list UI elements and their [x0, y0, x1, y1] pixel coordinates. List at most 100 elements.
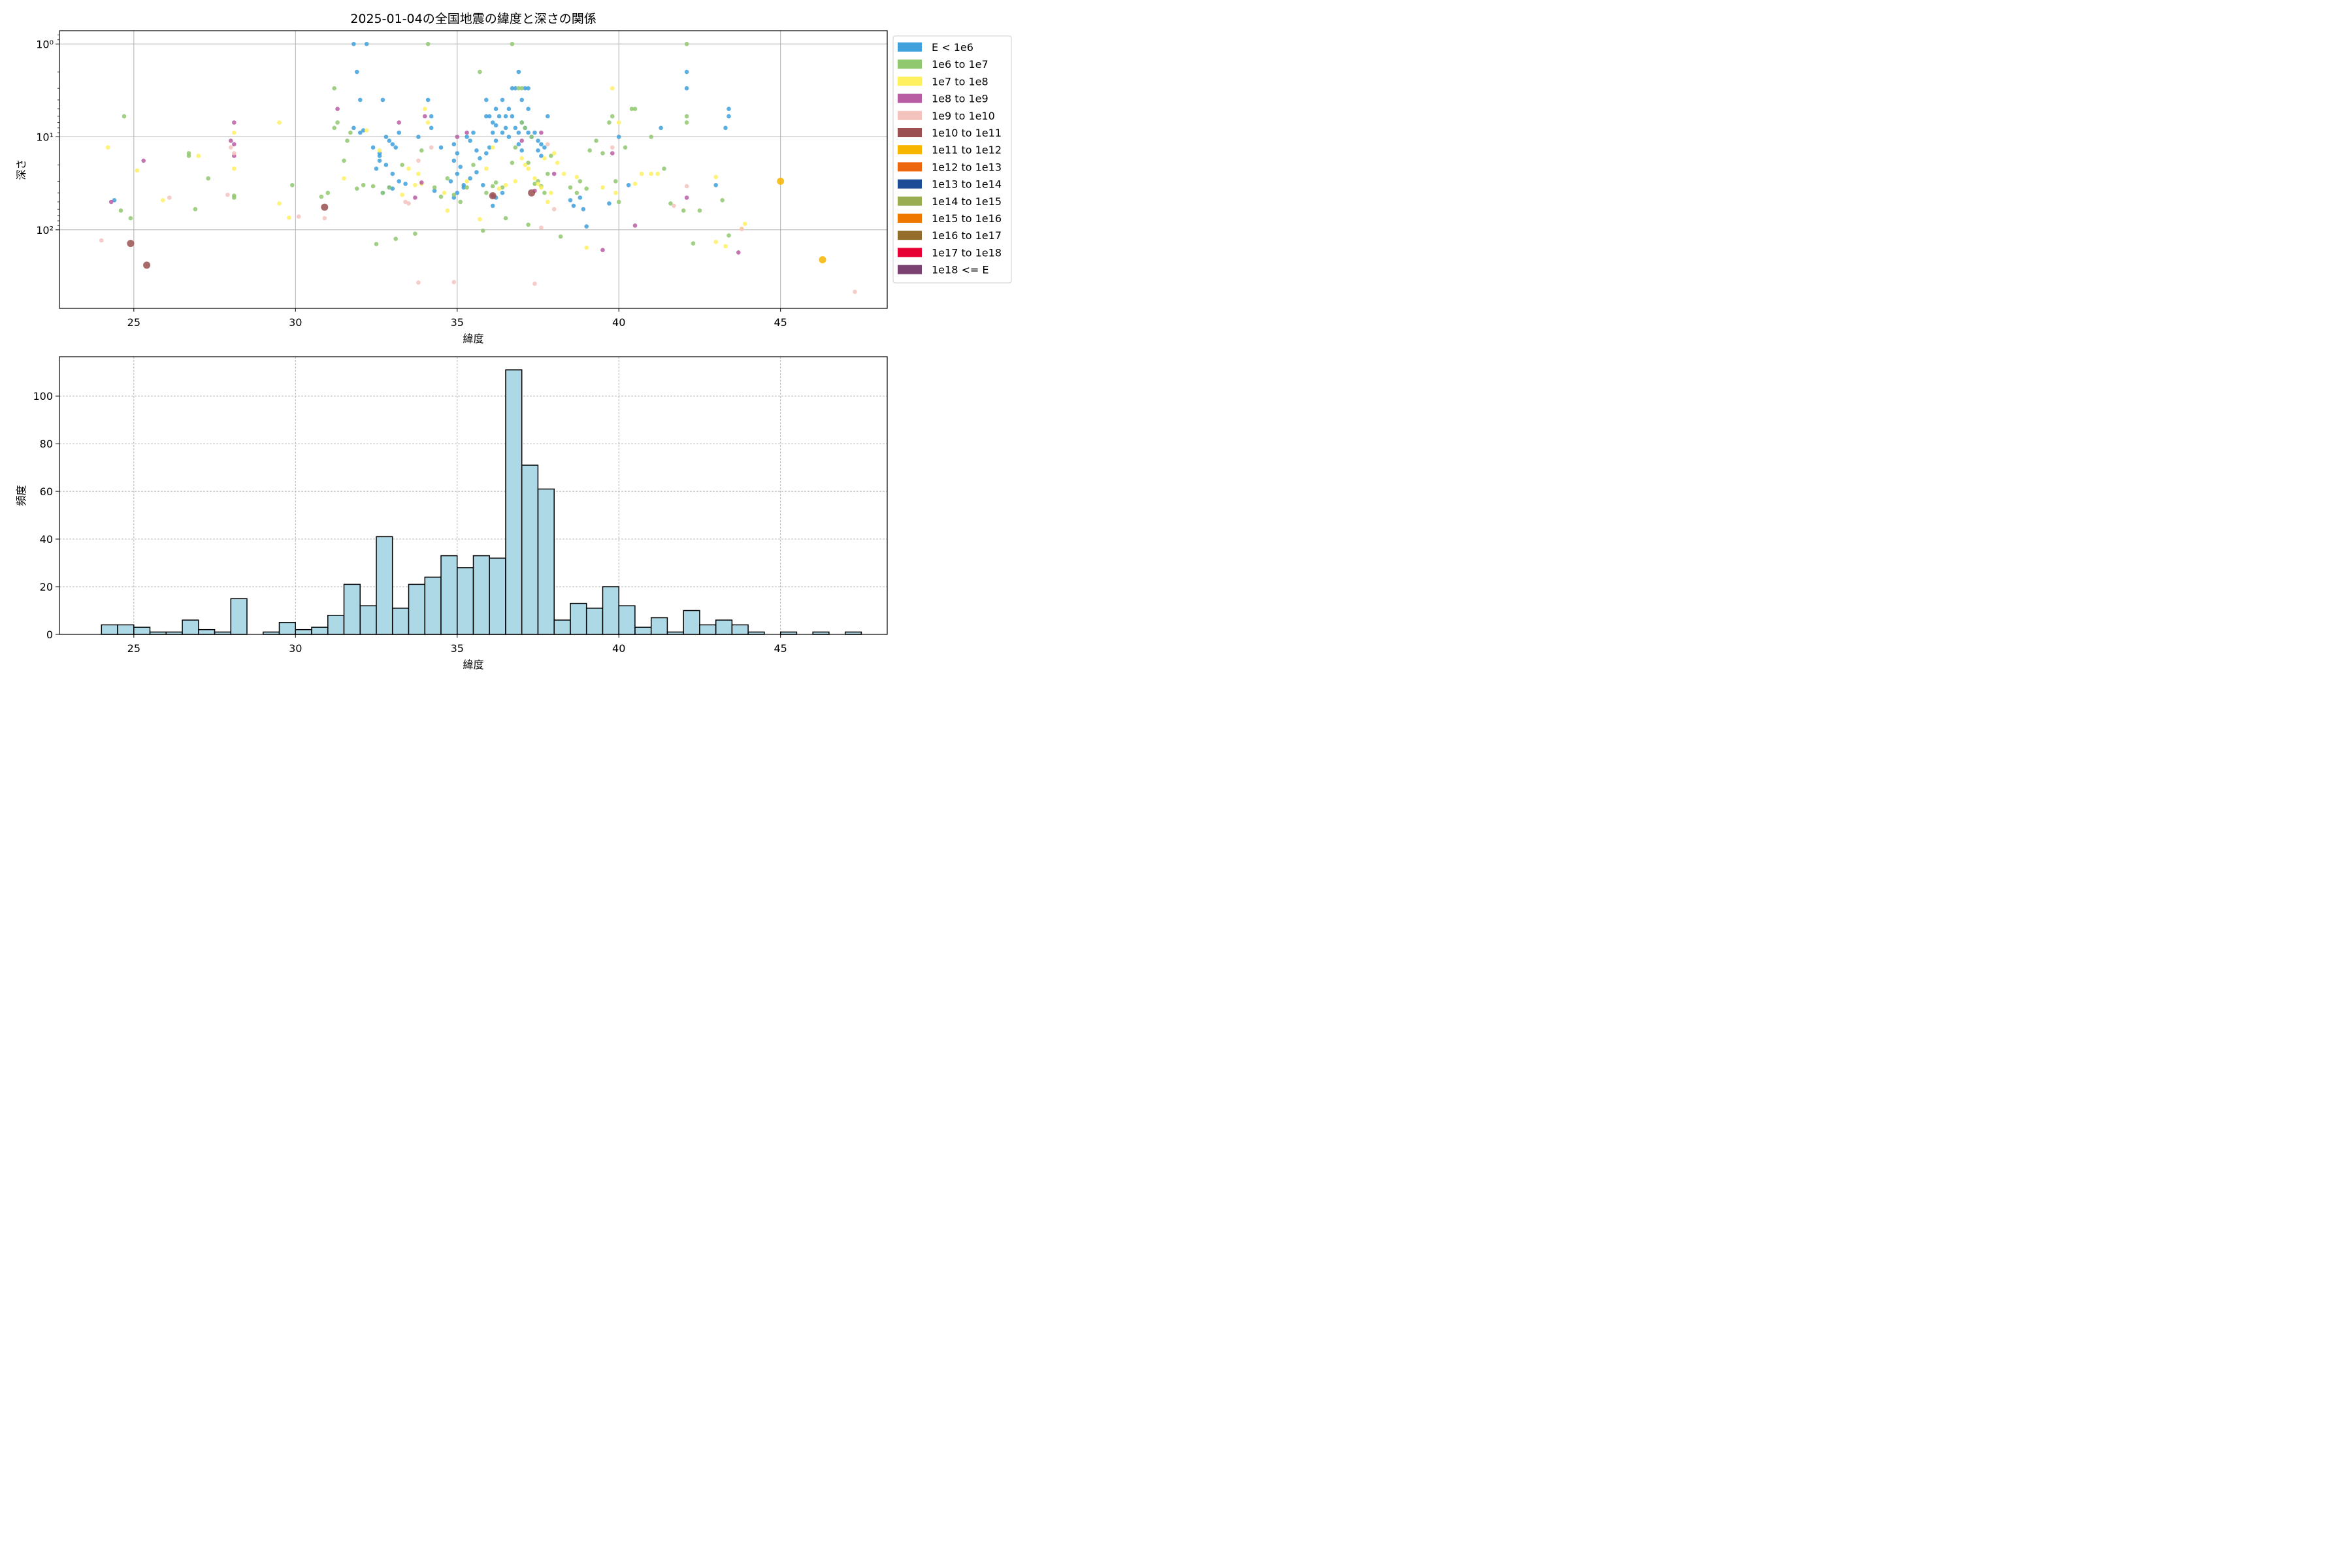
scatter-point [649, 171, 653, 176]
scatter-point [503, 183, 508, 188]
scatter-point [321, 203, 329, 211]
scatter-point [322, 216, 327, 221]
scatter-point [610, 151, 615, 155]
hist-bar [537, 488, 555, 635]
legend-label: 1e12 to 1e13 [932, 161, 1002, 173]
scatter-point [723, 244, 728, 249]
scatter-point [484, 166, 489, 171]
scatter-point [135, 168, 140, 173]
scatter-point [429, 114, 434, 119]
scatter-point [684, 86, 689, 91]
hist-bar [457, 567, 474, 635]
hist-bar [424, 576, 442, 635]
scatter-point [519, 97, 524, 103]
scatter-point [377, 148, 382, 153]
hist-bar [327, 615, 345, 635]
legend-swatch [898, 110, 922, 120]
scatter-point [623, 145, 628, 150]
scatter-point [629, 106, 634, 111]
scatter-point [571, 203, 576, 208]
scatter-point [416, 280, 421, 285]
scatter-point [613, 190, 618, 195]
hist-x-tick-label: 40 [612, 642, 625, 655]
scatter-point [455, 135, 460, 139]
hist-bar [278, 622, 296, 635]
scatter-point [600, 185, 605, 190]
scatter-point [425, 120, 431, 125]
scatter-point [684, 120, 689, 125]
scatter-point [451, 280, 457, 285]
hist-bar [101, 624, 118, 635]
scatter-point [465, 135, 469, 139]
scatter-point [532, 182, 537, 186]
hist-bar [521, 465, 539, 635]
hist-bar [182, 619, 199, 635]
scatter-point [361, 128, 366, 133]
scatter-point [503, 114, 508, 119]
legend-swatch [898, 145, 922, 155]
scatter-point [558, 234, 563, 239]
scatter-point [681, 208, 686, 213]
scatter-point [167, 195, 172, 200]
scatter-x-tick-label: 25 [127, 316, 140, 329]
scatter-point [143, 261, 151, 269]
scatter-point [361, 183, 366, 188]
scatter-point [526, 166, 531, 171]
scatter-point [526, 222, 531, 227]
scatter-point [484, 151, 489, 155]
scatter-point [684, 114, 689, 119]
scatter-point [632, 223, 638, 228]
scatter-point [578, 179, 583, 184]
scatter-point [487, 114, 492, 119]
scatter-point [539, 130, 544, 135]
scatter-point [112, 198, 117, 203]
legend-swatch [898, 214, 922, 223]
scatter-point [377, 154, 382, 158]
scatter-point [777, 177, 785, 185]
scatter-point [370, 145, 376, 150]
scatter-point [122, 114, 127, 119]
scatter-point [397, 130, 401, 135]
scatter-point [277, 201, 282, 206]
scatter-point [442, 190, 447, 195]
scatter-point [374, 242, 379, 246]
legend-swatch [898, 93, 922, 103]
scatter-point [451, 192, 457, 197]
scatter-point [616, 120, 621, 125]
scatter-point [438, 145, 444, 150]
scatter-point [513, 179, 518, 184]
scatter-point [506, 135, 512, 139]
hist-bar [230, 598, 248, 635]
legend-label: 1e14 to 1e15 [932, 195, 1002, 208]
hist-bar [731, 624, 749, 635]
scatter-point [581, 206, 586, 212]
scatter-point [490, 145, 495, 150]
scatter-point [232, 166, 237, 171]
scatter-point [423, 106, 427, 111]
scatter-point [484, 190, 489, 195]
scatter-point [478, 69, 482, 74]
scatter-point [416, 158, 421, 163]
hist-x-tick-label: 30 [289, 642, 302, 655]
scatter-point [481, 183, 485, 188]
hist-bar [602, 586, 619, 635]
scatter-point [478, 156, 482, 161]
scatter-point [413, 231, 417, 237]
scatter-point [727, 106, 731, 111]
scatter-point [526, 106, 531, 111]
scatter-point [526, 86, 531, 91]
scatter-point [380, 190, 385, 195]
scatter-point [332, 125, 336, 131]
legend-label: 1e8 to 1e9 [932, 93, 988, 105]
scatter-point [519, 86, 524, 91]
scatter-point [332, 86, 336, 91]
scatter-point [536, 148, 540, 153]
scatter-point [503, 125, 508, 131]
scatter-point [193, 206, 198, 212]
hist-x-tick-label: 35 [451, 642, 464, 655]
scatter-point [584, 245, 589, 250]
scatter-point [691, 241, 696, 246]
scatter-point [607, 120, 612, 125]
scatter-y-tick-label: 10² [36, 224, 54, 237]
scatter-point [490, 130, 495, 135]
